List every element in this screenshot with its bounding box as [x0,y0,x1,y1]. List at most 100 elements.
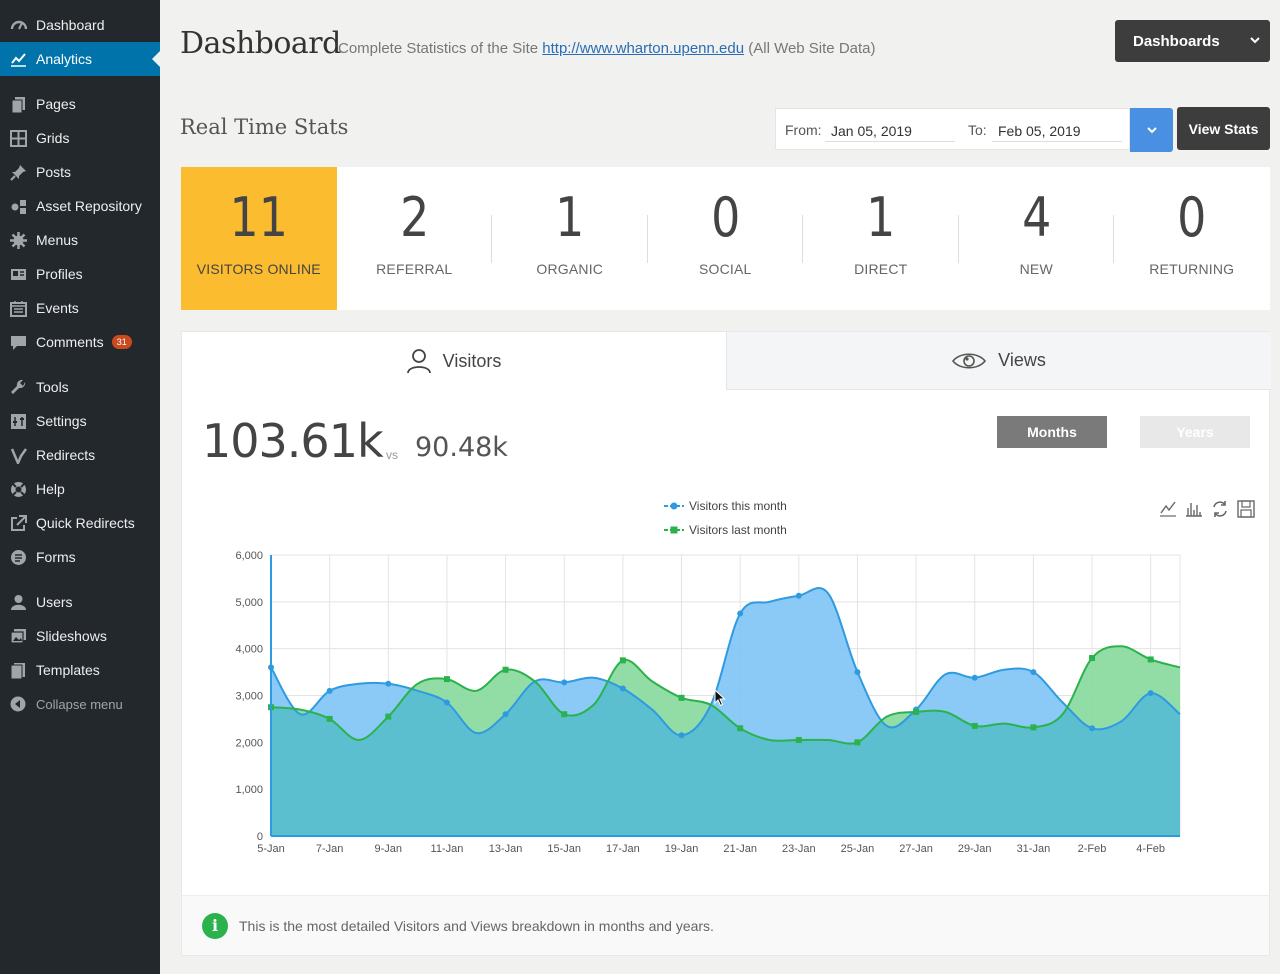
sidebar-item-label: Pages [36,96,76,112]
sidebar-item-slideshows[interactable]: Slideshows [0,619,160,653]
tab-views-label: Views [998,350,1046,370]
x-tick-label: 9-Jan [375,843,403,855]
x-tick-label: 13-Jan [489,843,523,855]
save-icon[interactable] [1237,500,1255,518]
sidebar-item-label: Grids [36,130,70,146]
data-point [561,679,568,686]
sidebar-item-comments[interactable]: Comments 31 [0,325,160,359]
data-point [1089,725,1096,732]
months-button[interactable]: Months [997,416,1107,448]
sidebar-item-label: Help [36,481,65,497]
stat-visitors-online: 11 VISITORS ONLINE [181,167,337,310]
data-point [1147,656,1154,663]
y-tick-label: 0 [257,831,263,843]
sidebar-item-dashboard[interactable]: Dashboard [0,8,160,42]
chevron-down-icon [1250,36,1260,47]
stat-value: 1 [866,186,896,249]
sidebar-item-users[interactable]: Users [0,585,160,619]
from-date-input[interactable] [825,120,955,142]
y-tick-label: 5,000 [235,597,263,609]
sidebar-item-profiles[interactable]: Profiles [0,257,160,291]
data-point [502,711,509,718]
sidebar-item-pages[interactable]: Pages [0,87,160,121]
sidebar-item-label: Quick Redirects [36,515,135,531]
data-point [795,736,802,743]
bar-chart-icon[interactable] [1186,503,1202,517]
sidebar-item-tools[interactable]: Tools [0,370,160,404]
mouse-cursor-icon [714,689,726,707]
data-point [443,699,450,706]
years-button[interactable]: Years [1140,416,1250,448]
sidebar-item-grids[interactable]: Grids [0,121,160,155]
sidebar-item-redirects[interactable]: Redirects [0,438,160,472]
x-tick-label: 27-Jan [899,843,933,855]
y-tick-label: 3,000 [235,691,263,703]
x-tick-label: 15-Jan [547,843,581,855]
admin-sidebar: Dashboard Analytics Pages Grids Posts Asset R… [0,0,160,974]
sidebar-item-settings[interactable]: Settings [0,404,160,438]
settings-icon [0,413,36,430]
data-point [619,685,626,692]
x-tick-label: 17-Jan [606,843,640,855]
grids-icon [0,129,36,147]
collapse-menu-button[interactable]: Collapse menu [0,687,160,721]
visitors-area-chart: 0 1,000 2,000 3,000 4,000 5,000 6,000 5-Jan 7-Ja… [235,499,1255,855]
sidebar-item-help[interactable]: Help [0,472,160,506]
data-point [443,676,450,683]
real-time-stats-title: Real Time Stats [180,115,349,139]
y-tick-label: 2,000 [235,737,263,749]
sidebar-item-posts[interactable]: Posts [0,155,160,189]
forms-icon [0,549,36,566]
data-point [326,687,333,694]
slideshow-icon [0,628,36,645]
sidebar-item-analytics[interactable]: Analytics [0,42,160,76]
collapse-menu-label: Collapse menu [36,696,123,712]
stat-label: RETURNING [1149,261,1235,277]
line-chart-icon[interactable] [1160,501,1176,517]
sidebar-item-menus[interactable]: Menus [0,223,160,257]
data-point [385,680,392,687]
x-tick-label: 11-Jan [431,843,464,855]
info-footer-text: This is the most detailed Visitors and V… [239,917,714,934]
site-url-link[interactable]: http://www.wharton.upenn.edu [542,40,745,57]
stat-social: 0 SOCIAL [648,167,803,310]
vs-label: vs [386,448,398,462]
x-tick-label: 25-Jan [841,843,875,855]
x-tick-label: 31-Jan [1017,843,1051,855]
stat-value: 0 [710,186,740,249]
data-point [971,722,978,729]
sidebar-item-asset-repository[interactable]: Asset Repository [0,189,160,223]
stat-divider [1113,215,1114,263]
data-point [561,711,568,718]
to-date-input[interactable] [992,120,1122,142]
sidebar-item-quick-redirects[interactable]: Quick Redirects [0,506,160,540]
stat-organic: 1 ORGANIC [492,167,648,310]
dashboards-dropdown-button[interactable]: Dashboards [1115,20,1270,62]
external-link-icon [0,514,36,532]
x-tick-label: 5-Jan [257,843,285,855]
stat-label: ORGANIC [536,261,604,277]
date-range-toggle-button[interactable] [1130,108,1173,152]
data-point [385,713,392,720]
stat-new: 4 NEW [959,167,1114,310]
view-stats-button[interactable]: View Stats [1177,107,1270,150]
pages-icon [0,96,36,113]
sidebar-item-events[interactable]: Events [0,291,160,325]
asset-icon [0,198,36,215]
y-tick-label: 6,000 [235,550,263,562]
stat-referral: 2 REFERRAL [337,167,492,310]
visitors-views-panel: Visitors Views 103.61k vs 90.48k Months … [181,331,1271,956]
template-icon [0,662,36,679]
sidebar-item-forms[interactable]: Forms [0,540,160,574]
data-point [913,708,920,715]
stat-label: DIRECT [854,261,908,277]
sidebar-item-label: Redirects [36,447,96,463]
info-icon: i [202,912,228,939]
sidebar-item-templates[interactable]: Templates [0,653,160,687]
stat-value: 2 [399,186,429,249]
stat-value: 11 [229,186,288,249]
data-point [737,725,744,732]
tab-views[interactable]: Views [726,332,1271,390]
refresh-icon[interactable] [1213,501,1227,517]
tab-visitors[interactable]: Visitors [182,332,726,390]
